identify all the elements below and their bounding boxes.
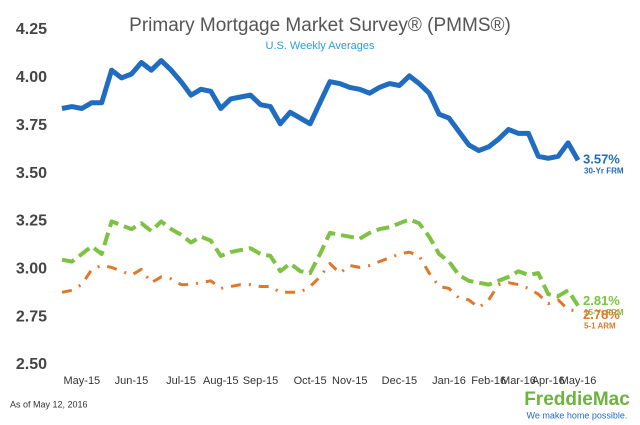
x-tick-label: Dec-15: [382, 375, 417, 387]
y-tick-label: 4.25: [16, 21, 47, 38]
x-tick-label: Jul-15: [166, 375, 196, 387]
series-line: [61, 250, 579, 313]
y-tick-label: 2.75: [16, 308, 47, 325]
logo: FreddieMac: [524, 389, 630, 410]
series-line: [61, 58, 581, 162]
series-line: [61, 217, 580, 307]
y-tick-label: 3.50: [16, 165, 47, 182]
value-label: 2.81%: [583, 293, 620, 308]
legend-label: 5-1 ARM: [584, 322, 616, 331]
y-tick-label: 2.50: [16, 356, 47, 373]
x-tick-label: May-15: [64, 375, 101, 387]
x-tick-label: Jan-16: [432, 375, 466, 387]
chart-title: Primary Mortgage Market Survey® (PMMS®): [129, 15, 511, 36]
x-tick-label: May-16: [560, 375, 597, 387]
y-tick-label: 3.00: [16, 261, 47, 278]
legend-label: 30-Yr FRM: [584, 166, 624, 175]
x-tick-label: Aug-15: [203, 375, 238, 387]
x-tick-label: Oct-15: [294, 375, 327, 387]
chart-subtitle: U.S. Weekly Averages: [265, 40, 375, 52]
y-tick-label: 3.25: [16, 213, 47, 230]
y-tick-label: 4.00: [16, 69, 47, 86]
x-tick-label: Sep-15: [243, 375, 278, 387]
y-tick-label: 3.75: [16, 117, 47, 134]
x-tick-label: Feb-16: [471, 375, 506, 387]
tagline: We make home possible.: [527, 410, 628, 420]
x-tick-label: Jun-15: [115, 375, 149, 387]
value-label: 3.57%: [583, 152, 620, 167]
legend-label: 15-Yr FRM: [584, 308, 624, 317]
note: As of May 12, 2016: [10, 399, 88, 409]
x-tick-label: Nov-15: [332, 375, 367, 387]
x-tick-label: Apr-16: [532, 375, 565, 387]
value-label: 2.78%: [583, 307, 620, 322]
x-tick-label: Mar-16: [501, 375, 536, 387]
